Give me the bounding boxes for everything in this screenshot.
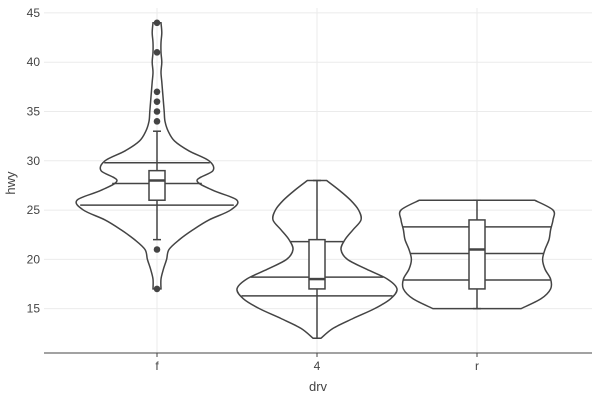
violin-outline [398,199,556,310]
x-axis-title: drv [309,379,328,394]
x-tick-label: f [155,359,159,373]
violin-group-r [398,199,556,310]
violin-outline [75,22,239,290]
y-tick-label: 15 [27,302,41,316]
y-tick-label: 20 [27,252,41,266]
box [148,169,166,201]
y-tick-label: 45 [27,6,41,20]
box [308,238,326,290]
outlier-point [153,108,161,115]
y-tick-label: 35 [27,105,41,119]
outlier-point [153,98,161,105]
y-tick-label: 25 [27,203,41,217]
outlier-point [153,19,161,27]
outlier-point [153,49,161,56]
y-tick-label: 40 [27,55,41,69]
outlier-point [153,246,161,253]
y-axis-title: hwy [3,171,18,195]
violins [75,19,556,339]
outlier-point [153,88,161,96]
violin-group-4 [236,179,398,339]
x-tick-label: r [475,359,479,373]
x-tick-labels: f 4 r [155,353,479,373]
violin-group-f [75,19,239,293]
y-tick-label: 30 [27,154,41,168]
box [468,219,486,290]
outlier-point [153,118,161,125]
x-tick-label: 4 [314,359,321,373]
outlier-point [153,285,161,293]
violin-outline [236,179,398,339]
y-tick-labels: 15 20 25 30 35 40 45 [27,6,41,316]
